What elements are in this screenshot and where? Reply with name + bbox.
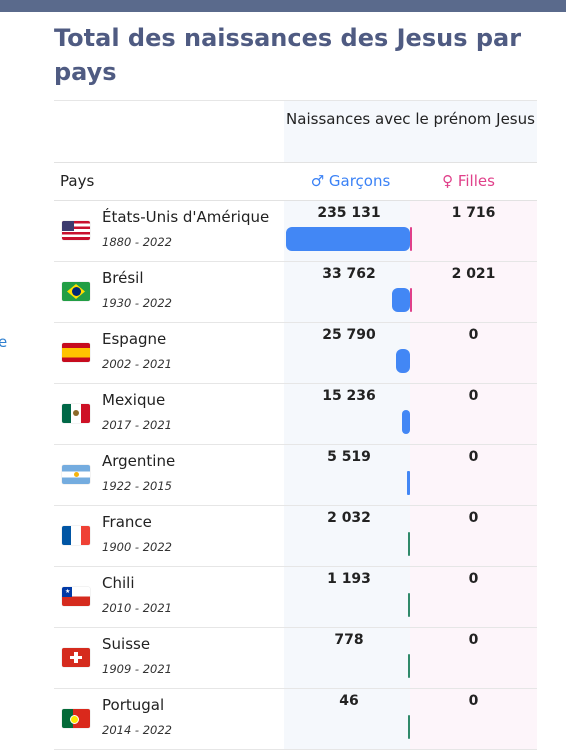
year-range: 1922 - 2015 [102, 479, 172, 493]
girls-cell [410, 201, 537, 261]
girls-cell [410, 323, 537, 383]
boys-cell [284, 384, 410, 444]
table-row[interactable]: Argentine 1922 - 2015 5 519 0 [54, 445, 537, 506]
girls-cell [410, 384, 537, 444]
table-row[interactable]: Espagne 2002 - 2021 25 790 0 [54, 323, 537, 384]
country-name[interactable]: Suisse [102, 635, 151, 653]
year-range: 2002 - 2021 [102, 357, 172, 371]
year-range: 1880 - 2022 [102, 235, 172, 249]
boys-count: 25 790 [322, 327, 376, 343]
boys-cell [284, 445, 410, 505]
boys-count: 5 519 [327, 449, 371, 465]
girls-bar [410, 227, 412, 251]
girls-bar [410, 288, 412, 312]
boys-count: 1 193 [327, 571, 371, 587]
boys-count: 46 [339, 693, 359, 709]
year-range: 1930 - 2022 [102, 296, 172, 310]
girls-count: 0 [468, 571, 479, 587]
year-range: 2014 - 2022 [102, 723, 172, 737]
boys-bar [408, 654, 410, 678]
table-row[interactable]: Suisse 1909 - 2021 778 0 [54, 628, 537, 689]
column-header-girls[interactable]: ♀ Filles [442, 172, 495, 190]
boys-count: 33 762 [322, 266, 376, 282]
girls-count: 2 021 [451, 266, 496, 282]
year-range: 2010 - 2021 [102, 601, 172, 615]
country-name[interactable]: Chili [102, 574, 135, 592]
boys-count: 2 032 [327, 510, 371, 526]
boys-count: 778 [334, 632, 364, 648]
table-row[interactable]: France 1900 - 2022 2 032 0 [54, 506, 537, 567]
girls-cell [410, 628, 537, 688]
boys-cell [284, 323, 410, 383]
argentina-flag-icon [62, 465, 90, 484]
table-row[interactable]: États-Unis d'Amérique 1880 - 2022 235 131 1… [54, 201, 537, 262]
column-header-boys[interactable]: ♂ Garçons [310, 172, 391, 190]
boys-bar [407, 471, 410, 495]
girls-cell [410, 689, 537, 749]
boys-bar [408, 593, 410, 617]
column-header-pays[interactable]: Pays [60, 172, 95, 190]
country-name[interactable]: États-Unis d'Amérique [102, 208, 270, 226]
boys-cell [284, 262, 410, 322]
girls-cell [410, 506, 537, 566]
year-range: 1909 - 2021 [102, 662, 172, 676]
girls-cell [410, 445, 537, 505]
girls-count: 0 [468, 510, 479, 526]
boys-cell [284, 689, 410, 749]
girls-count: 1 716 [451, 205, 496, 221]
girls-count: 0 [468, 693, 479, 709]
boys-bar [408, 715, 410, 739]
table-row[interactable]: Brésil 1930 - 2022 33 762 2 021 [54, 262, 537, 323]
boys-cell [284, 567, 410, 627]
country-name[interactable]: Portugal [102, 696, 165, 714]
girls-count: 0 [468, 388, 479, 404]
france-flag-icon [62, 526, 90, 545]
year-range: 1900 - 2022 [102, 540, 172, 554]
country-name[interactable]: Brésil [102, 269, 144, 287]
table-row[interactable]: Portugal 2014 - 2022 46 0 [54, 689, 537, 750]
year-range: 2017 - 2021 [102, 418, 172, 432]
table-row[interactable]: Mexique 2017 - 2021 15 236 0 [54, 384, 537, 445]
table-row[interactable]: ★ Chili 2010 - 2021 1 193 0 [54, 567, 537, 628]
mexico-flag-icon [62, 404, 90, 423]
girls-cell [410, 262, 537, 322]
country-name[interactable]: Mexique [102, 391, 166, 409]
boys-cell [284, 628, 410, 688]
girls-count: 0 [468, 632, 479, 648]
usa-flag-icon [62, 221, 90, 240]
country-name[interactable]: France [102, 513, 152, 531]
boys-cell [284, 506, 410, 566]
group-header-row: Naissances avec le prénom Jesus [54, 100, 537, 163]
boys-bar [392, 288, 410, 312]
spain-flag-icon [62, 343, 90, 362]
switzerland-flag-icon [62, 648, 90, 667]
group-header-cell [284, 101, 537, 162]
boys-bar [286, 227, 410, 251]
page-title: Total des naissances des Jesus par pays [54, 24, 522, 86]
portugal-flag-icon [62, 709, 90, 728]
girls-cell [410, 567, 537, 627]
group-header-label: Naissances avec le prénom Jesus [286, 110, 535, 128]
boys-count: 15 236 [322, 388, 376, 404]
top-bar [0, 0, 566, 12]
boys-count: 235 131 [317, 205, 381, 221]
country-name[interactable]: Argentine [102, 452, 176, 470]
country-name[interactable]: Espagne [102, 330, 167, 348]
boys-bar [396, 349, 410, 373]
girls-count: 0 [468, 327, 479, 343]
girls-count: 0 [468, 449, 479, 465]
column-header-row: Pays ♂ Garçons ♀ Filles [54, 162, 537, 201]
chile-flag-icon: ★ [62, 587, 90, 606]
boys-bar [408, 532, 410, 556]
side-link-fragment[interactable]: e [0, 333, 8, 351]
boys-bar [402, 410, 410, 434]
brazil-flag-icon [62, 282, 90, 301]
